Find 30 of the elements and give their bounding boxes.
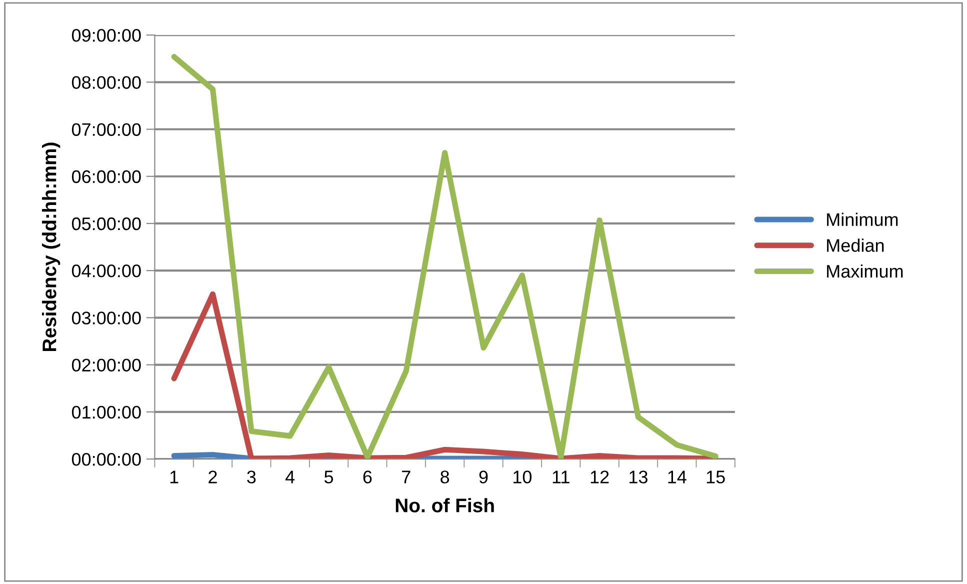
y-axis-title: Residency (dd:hh:mm): [42, 142, 60, 352]
x-tick-label: 1: [170, 470, 178, 484]
legend-label: Minimum: [827, 212, 898, 226]
x-tick-label: 7: [402, 470, 410, 484]
x-tick-label: 3: [247, 470, 256, 484]
y-tick-label: 08:00:00: [72, 76, 141, 89]
y-tick-label: 03:00:00: [72, 312, 141, 324]
legend-label: Median: [827, 238, 884, 252]
x-tick-label: 13: [630, 470, 648, 484]
x-tick-label: 12: [590, 470, 609, 484]
x-tick-label: 15: [706, 470, 725, 484]
x-tick-label: 9: [479, 470, 488, 484]
y-tick-label: 05:00:00: [72, 217, 141, 230]
x-tick-label: 10: [514, 470, 532, 484]
x-tick-label: 14: [668, 470, 686, 484]
y-tick-label: 00:00:00: [72, 452, 141, 466]
y-tick-label: 06:00:00: [72, 170, 141, 184]
y-tick-label: 01:00:00: [72, 406, 141, 419]
y-tick-label: 07:00:00: [72, 123, 141, 136]
x-tick-label: 11: [552, 470, 570, 484]
x-axis-title: No. of Fish: [396, 498, 494, 512]
x-tick-label: 4: [285, 470, 295, 484]
x-tick-label: 6: [363, 470, 372, 484]
x-tick-label: 2: [208, 470, 217, 484]
x-tick-label: 5: [324, 470, 334, 484]
legend-label: Maximum: [827, 264, 903, 278]
x-tick-label: 8: [440, 470, 450, 484]
y-tick-label: 09:00:00: [72, 28, 141, 42]
y-tick-label: 04:00:00: [72, 264, 141, 278]
y-tick-label: 02:00:00: [72, 358, 141, 372]
